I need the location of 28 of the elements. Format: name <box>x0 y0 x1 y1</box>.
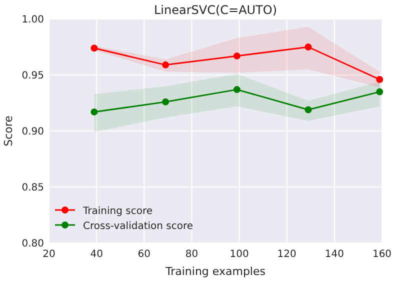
point <box>376 88 384 96</box>
point <box>304 44 312 50</box>
x-tick-label: 20 <box>42 249 56 260</box>
y-tick-label: 0.85 <box>22 182 44 194</box>
point <box>233 86 240 94</box>
y-tick-label: 0.90 <box>22 126 44 138</box>
x-tick-label: 80 <box>185 249 198 260</box>
y-tick-label: 1.00 <box>22 14 44 26</box>
x-tick-label: 60 <box>138 249 151 260</box>
x-tick-label: 100 <box>230 249 249 260</box>
x-tick-label: 140 <box>324 249 344 260</box>
point <box>376 76 384 83</box>
point <box>90 108 98 116</box>
x-axis-title: Training examples <box>164 265 266 278</box>
point <box>233 52 240 60</box>
point <box>162 61 170 68</box>
point <box>304 106 312 114</box>
point <box>162 98 170 106</box>
legend-label: Training score <box>82 206 153 217</box>
x-tick-label: 160 <box>372 249 392 260</box>
chart-title: LinearSVC(C=AUTO) <box>154 3 278 17</box>
legend-label: Cross-validation score <box>83 221 194 232</box>
y-axis-title: Score <box>2 115 15 146</box>
y-tick-label: 0.95 <box>22 70 44 82</box>
point <box>90 44 98 52</box>
y-tick-label: 0.80 <box>22 238 44 250</box>
x-tick-label: 120 <box>277 249 296 260</box>
x-tick-label: 40 <box>90 249 103 260</box>
